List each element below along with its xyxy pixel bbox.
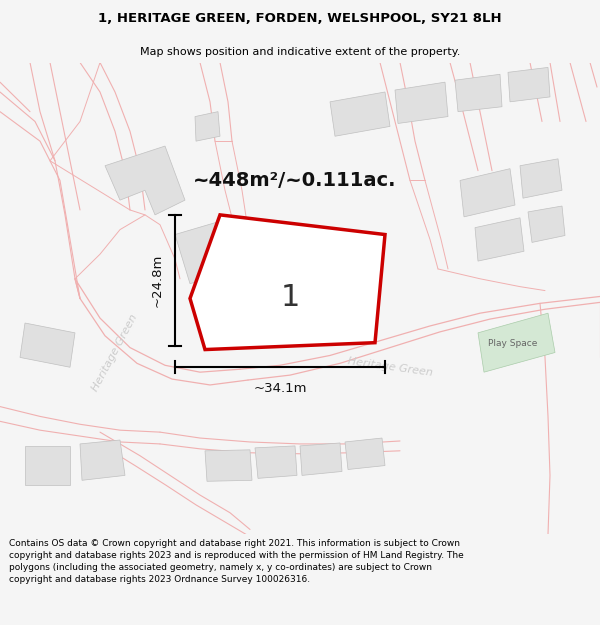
Polygon shape (395, 82, 448, 124)
Polygon shape (330, 92, 390, 136)
Text: ~34.1m: ~34.1m (253, 382, 307, 396)
Polygon shape (455, 74, 502, 112)
Polygon shape (255, 446, 297, 478)
Text: Play Space: Play Space (488, 339, 538, 348)
Polygon shape (190, 215, 385, 349)
Polygon shape (528, 206, 565, 242)
Polygon shape (478, 313, 555, 372)
Text: ~24.8m: ~24.8m (151, 254, 163, 307)
Polygon shape (20, 323, 75, 368)
Text: Heritage Green: Heritage Green (347, 356, 433, 378)
Text: Contains OS data © Crown copyright and database right 2021. This information is : Contains OS data © Crown copyright and d… (9, 539, 464, 584)
Polygon shape (175, 220, 240, 284)
Polygon shape (508, 68, 550, 102)
Polygon shape (475, 218, 524, 261)
Text: 1, HERITAGE GREEN, FORDEN, WELSHPOOL, SY21 8LH: 1, HERITAGE GREEN, FORDEN, WELSHPOOL, SY… (98, 12, 502, 26)
Polygon shape (300, 443, 342, 476)
Text: 1: 1 (280, 283, 299, 312)
Polygon shape (520, 159, 562, 198)
Polygon shape (80, 440, 125, 480)
Polygon shape (205, 450, 252, 481)
Text: Map shows position and indicative extent of the property.: Map shows position and indicative extent… (140, 47, 460, 57)
Polygon shape (25, 446, 70, 485)
Text: ~448m²/~0.111ac.: ~448m²/~0.111ac. (193, 171, 397, 190)
Text: Heritage Green: Heritage Green (91, 312, 140, 392)
Polygon shape (105, 146, 185, 215)
Polygon shape (195, 112, 220, 141)
Polygon shape (345, 438, 385, 469)
Polygon shape (460, 169, 515, 217)
